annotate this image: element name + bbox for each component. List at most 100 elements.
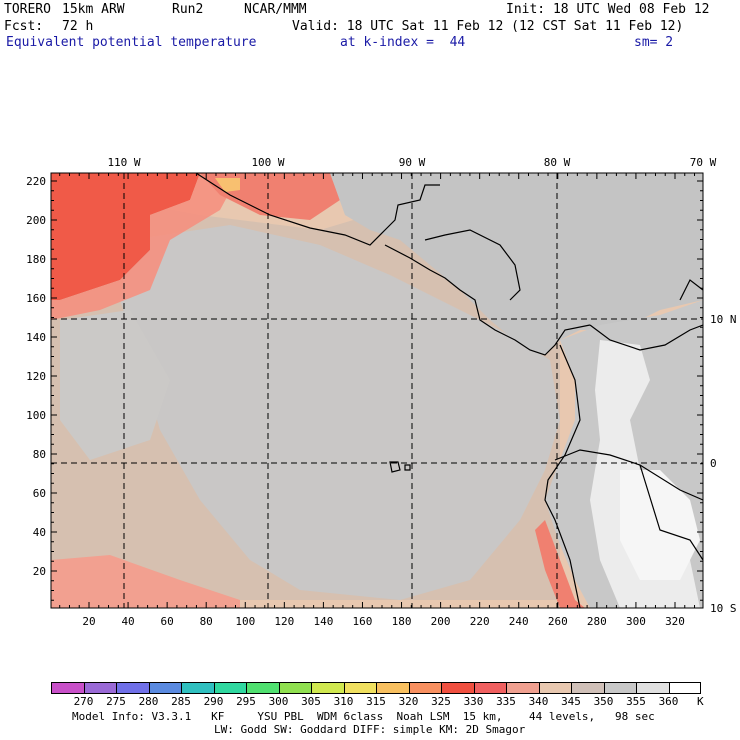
x-tick-label: 300 (626, 615, 646, 628)
warm-coast-peru (535, 520, 585, 608)
colorbar-swatch (376, 682, 409, 694)
colorbar-label: 325 (431, 695, 451, 708)
warm-spot-peak (215, 178, 240, 192)
x-tick-label: 180 (392, 615, 412, 628)
grey-region-2 (60, 310, 170, 460)
coastline-mexico (195, 173, 440, 246)
colorbar-swatch (148, 682, 181, 694)
valid-time: Valid: 18 UTC Sat 11 Feb 12 (12 CST Sat … (292, 19, 684, 34)
forecast-hours: 72 h (62, 19, 94, 34)
y-tick-label: 20 (33, 565, 46, 578)
colorbar-label: 335 (496, 695, 516, 708)
x-tick-label: 160 (353, 615, 373, 628)
y-tick-label: 220 (26, 175, 46, 188)
latitude-label: 10 N (710, 313, 737, 326)
colorbar-label: 300 (268, 695, 289, 708)
model-info: Model Info: V3.3.1 KF YSU PBL WDM 6class… (72, 710, 655, 723)
colorbar-unit: K (697, 695, 704, 708)
y-tick-label: 100 (26, 409, 46, 422)
x-tick-label: 200 (431, 615, 451, 628)
run-label: Run2 (172, 2, 204, 17)
x-tick-label: 260 (548, 615, 568, 628)
x-tick-label: 120 (274, 615, 294, 628)
colorbar-label: 330 (463, 695, 484, 708)
colorbar-label: 305 (301, 695, 321, 708)
field-title: Equivalent potential temperature (6, 35, 257, 50)
y-tick-label: 160 (26, 292, 46, 305)
colorbar-label: 275 (106, 695, 126, 708)
land-central-america (330, 173, 703, 355)
border-ecuador-peru (554, 449, 703, 501)
colorbar-swatch (83, 682, 116, 694)
forecast-label: Fcst: (4, 19, 44, 34)
latitude-label: 10 S (710, 602, 737, 615)
coastline-south-america (544, 344, 581, 608)
colorbar-label: 360 (658, 695, 679, 708)
grey-region (120, 225, 560, 600)
colorbar-swatch (506, 682, 539, 694)
colorbar-swatch (116, 682, 149, 694)
colorbar-swatch (311, 682, 344, 694)
latitude-label: 0 (710, 457, 717, 470)
colorbar-swatch (636, 682, 669, 694)
colorbar (51, 682, 701, 694)
smoothing-label: sm= 2 (634, 35, 674, 50)
colorbar-label: 355 (626, 695, 646, 708)
colorbar-label: 270 (73, 695, 94, 708)
colorbar-swatch (51, 682, 84, 694)
warm-region-nw (51, 173, 200, 300)
colorbar-label: 290 (203, 695, 224, 708)
longitude-label: 110 W (107, 156, 140, 169)
colorbar-swatch (571, 682, 604, 694)
amazon-white (620, 470, 700, 580)
y-tick-label: 140 (26, 331, 46, 344)
colorbar-swatch (668, 682, 701, 694)
coastline-caribbean (424, 229, 521, 301)
colorbar-swatch (441, 682, 474, 694)
coastline-central-america (384, 244, 591, 356)
border-peru-brazil (639, 464, 703, 561)
level-label: at k-index = 44 (340, 35, 466, 50)
colorbar-swatch (538, 682, 571, 694)
physics-info: LW: Godd SW: Goddard DIFF: simple KM: 2D… (214, 723, 526, 736)
longitude-label: 100 W (251, 156, 284, 169)
x-tick-label: 100 (235, 615, 255, 628)
warm-region-nw-edge (51, 173, 240, 320)
colorbar-swatch (473, 682, 506, 694)
colorbar-swatch (603, 682, 636, 694)
x-tick-label: 140 (313, 615, 333, 628)
y-tick-label: 40 (33, 526, 46, 539)
colorbar-label: 310 (333, 695, 354, 708)
y-tick-label: 180 (26, 253, 46, 266)
map-frame (50, 172, 704, 609)
x-tick-label: 40 (121, 615, 134, 628)
border-colombia (589, 324, 703, 351)
galapagos (389, 461, 411, 473)
colorbar-label: 295 (236, 695, 256, 708)
colorbar-swatch (278, 682, 311, 694)
colorbar-labels: 270 275 280 285 290 295 300 305 310 315 320 325 330 3… (0, 696, 740, 710)
longitude-label: 70 W (690, 156, 717, 169)
x-tick-label: 220 (470, 615, 490, 628)
x-tick-label: 80 (200, 615, 213, 628)
y-tick-label: 80 (33, 448, 46, 461)
colorbar-swatch (213, 682, 246, 694)
colorbar-label: 320 (398, 695, 419, 708)
colorbar-swatch (246, 682, 279, 694)
x-tick-label: 20 (82, 615, 95, 628)
y-tick-label: 60 (33, 487, 46, 500)
x-tick-label: 320 (665, 615, 685, 628)
x-tick-label: 60 (161, 615, 174, 628)
longitude-label: 80 W (544, 156, 571, 169)
colorbar-label: 285 (171, 695, 191, 708)
resolution-label: 15km ARW (62, 2, 125, 17)
y-tick-label: 120 (26, 370, 46, 383)
colorbar-label: 350 (593, 695, 614, 708)
border-venezuela (679, 279, 703, 301)
x-tick-label: 240 (509, 615, 529, 628)
colorbar-label: 280 (138, 695, 159, 708)
org-label: NCAR/MMM (244, 2, 307, 17)
longitude-label: 90 W (399, 156, 426, 169)
model-name: TORERO (4, 2, 51, 17)
